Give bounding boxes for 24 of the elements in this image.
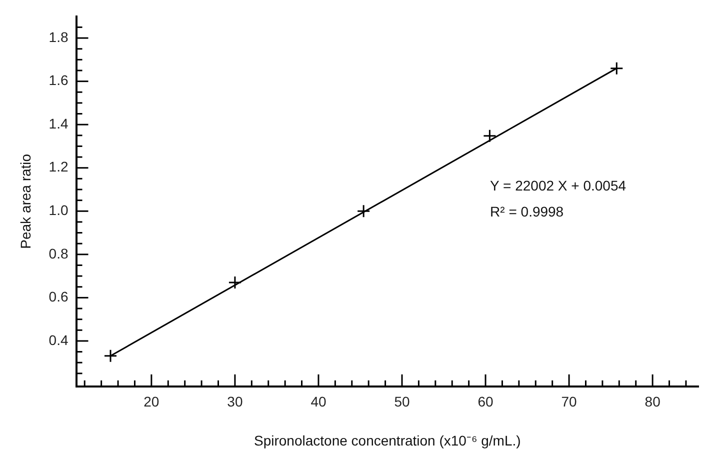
x-tick-label: 80 — [644, 394, 661, 410]
x-axis-title: Spironolactone concentration (x10⁻⁶ g/mL.) — [254, 432, 521, 448]
y-tick-label: 0.4 — [48, 332, 68, 348]
x-tick-label: 30 — [227, 394, 243, 410]
annotation: Y = 22002 X + 0.0054 — [490, 177, 626, 194]
x-tick-label: 60 — [478, 394, 494, 410]
y-tick-label: 0.6 — [48, 288, 68, 305]
x-tick-label: 50 — [394, 394, 410, 410]
y-tick-label: 1.4 — [48, 115, 68, 132]
y-tick-label: 1.8 — [48, 28, 68, 45]
point — [610, 62, 624, 76]
y-tick-label: 1.2 — [48, 158, 68, 175]
x-tick-label: 40 — [310, 394, 326, 410]
y-axis-title: Peak area ratio — [17, 154, 34, 249]
y-tick-label: 0.8 — [48, 245, 68, 262]
y-tick-label: 1.6 — [48, 72, 68, 88]
annotation: R² = 0.9998 — [490, 203, 564, 220]
x-tick-label: 20 — [144, 394, 160, 410]
point — [228, 276, 242, 290]
point — [356, 204, 370, 218]
y-tick-label: 1.0 — [48, 202, 68, 218]
point — [104, 349, 118, 363]
point — [482, 129, 496, 143]
x-tick-label: 70 — [561, 394, 578, 410]
